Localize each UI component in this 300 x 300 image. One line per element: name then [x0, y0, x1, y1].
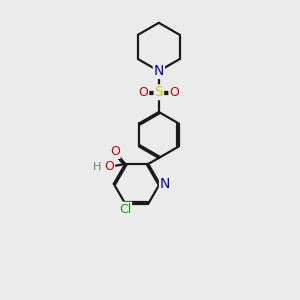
Text: Cl: Cl [119, 202, 131, 216]
Text: O: O [110, 145, 120, 158]
Text: N: N [154, 64, 164, 78]
Text: S: S [154, 85, 163, 99]
Text: H: H [93, 162, 101, 172]
Text: O: O [169, 86, 179, 99]
Text: O: O [139, 86, 148, 99]
Text: O: O [104, 160, 114, 173]
Text: N: N [160, 177, 170, 191]
